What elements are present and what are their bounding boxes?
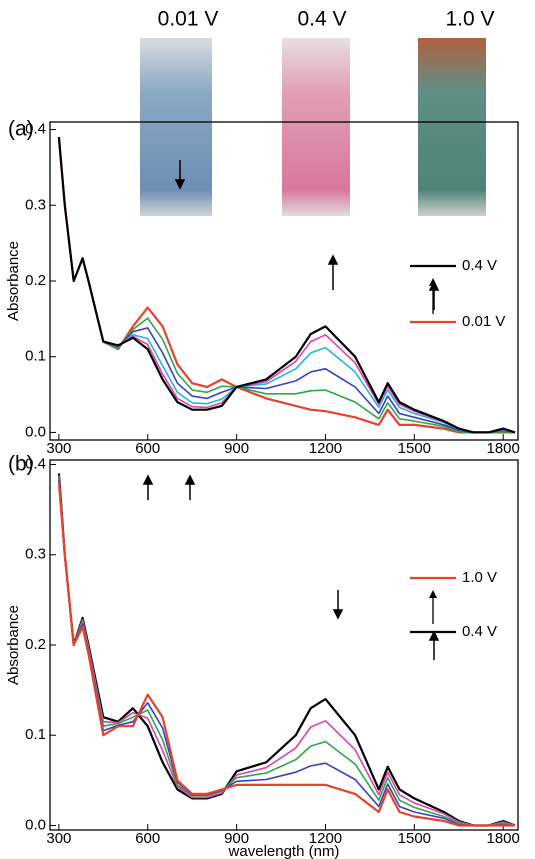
panel-label: (a) bbox=[8, 118, 34, 141]
legend-arrowhead bbox=[429, 278, 437, 286]
y-tick-label: 0.3 bbox=[25, 546, 46, 563]
photo-label: 0.01 V bbox=[158, 8, 219, 31]
legend-label: 0.01 V bbox=[462, 313, 505, 330]
x-tick-label: 1800 bbox=[487, 830, 520, 847]
x-tick-label: 300 bbox=[46, 440, 71, 457]
y-tick-label: 0.3 bbox=[25, 196, 46, 213]
legend-arrowhead bbox=[429, 590, 437, 598]
y-tick-label: 0.4 bbox=[25, 121, 46, 138]
x-tick-label: 600 bbox=[135, 830, 160, 847]
x-tick-label: 900 bbox=[224, 830, 249, 847]
y-axis-label: Absorbance bbox=[5, 241, 22, 321]
photo-label: 1.0 V bbox=[445, 8, 494, 31]
panel-label: (b) bbox=[8, 453, 34, 476]
spectrum-line bbox=[57, 482, 515, 827]
arrows bbox=[142, 160, 440, 660]
spectrum-line bbox=[58, 475, 516, 827]
x-tick-label: 600 bbox=[135, 440, 160, 457]
y-tick-label: 0.1 bbox=[25, 348, 46, 365]
x-tick-label: 300 bbox=[46, 830, 71, 847]
photo bbox=[282, 38, 350, 216]
y-axis-label: Absorbance bbox=[5, 605, 22, 685]
y-tick-label: 0.0 bbox=[25, 816, 46, 833]
x-tick-label: 1800 bbox=[487, 440, 520, 457]
photo bbox=[418, 38, 486, 216]
x-tick-label: 1500 bbox=[398, 440, 431, 457]
x-tick-label: 1200 bbox=[309, 830, 342, 847]
legend-label: 0.4 V bbox=[462, 623, 497, 640]
x-tick-label: 1200 bbox=[309, 440, 342, 457]
x-tick-label: 1500 bbox=[398, 830, 431, 847]
spectrum-line bbox=[58, 479, 516, 827]
y-tick-label: 0.2 bbox=[25, 636, 46, 653]
x-tick-label: 900 bbox=[224, 440, 249, 457]
spectrum-line bbox=[58, 477, 516, 827]
y-tick-label: 0.2 bbox=[25, 272, 46, 289]
spectrum-line bbox=[57, 137, 516, 434]
y-tick-label: 0.1 bbox=[25, 726, 46, 743]
y-tick-label: 0.0 bbox=[25, 423, 46, 440]
y-tick-label: 0.4 bbox=[25, 455, 46, 472]
legend-label: 0.4 V bbox=[462, 257, 497, 274]
x-axis-label: wavelength (nm) bbox=[228, 843, 340, 859]
spectrum-line bbox=[57, 473, 516, 827]
photo-label: 0.4 V bbox=[297, 8, 346, 31]
legend-label: 1.0 V bbox=[462, 569, 497, 586]
photo bbox=[140, 38, 212, 216]
